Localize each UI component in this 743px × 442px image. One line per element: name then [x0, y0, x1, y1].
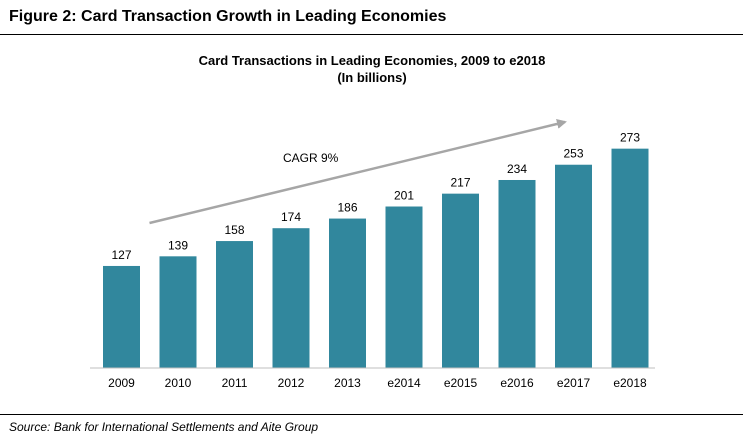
- x-tick-label-2010: 2010: [165, 376, 192, 390]
- x-tick-label-2013: 2013: [334, 376, 361, 390]
- data-label-e2016: 234: [507, 162, 527, 176]
- cagr-annotation: CAGR 9%: [283, 151, 339, 165]
- x-tick-label-e2015: e2015: [444, 376, 478, 390]
- chart-subtitle: (In billions): [337, 70, 406, 85]
- bar-2009: [103, 265, 140, 368]
- data-label-2010: 139: [168, 238, 188, 252]
- bar-2010: [159, 256, 197, 368]
- x-tick-label-e2014: e2014: [387, 376, 421, 390]
- x-tick-label-e2018: e2018: [613, 376, 647, 390]
- bar-2013: [329, 218, 366, 368]
- x-tick-label-2009: 2009: [108, 376, 135, 390]
- x-tick-label-e2016: e2016: [500, 376, 534, 390]
- data-label-e2015: 217: [450, 176, 470, 190]
- bar-e2018: [611, 148, 649, 368]
- x-tick-label-2012: 2012: [278, 376, 305, 390]
- title-divider: [0, 34, 743, 35]
- source-note: Source: Bank for International Settlemen…: [9, 420, 319, 434]
- data-label-2011: 158: [224, 223, 244, 237]
- source-divider: [0, 414, 743, 415]
- chart-title: Card Transactions in Leading Economies, …: [199, 53, 546, 68]
- figure-title: Figure 2: Card Transaction Growth in Lea…: [9, 8, 447, 25]
- bar-e2015: [442, 193, 479, 368]
- data-label-2009: 127: [111, 248, 131, 262]
- x-tick-label-2011: 2011: [222, 376, 248, 390]
- trend-annotation: CAGR 9%: [149, 119, 567, 225]
- bar-chart: Card Transactions in Leading Economies, …: [90, 53, 655, 390]
- bar-series: 127 139 158 174 186 201 217 234 253 273: [103, 131, 649, 368]
- x-tick-label-e2017: e2017: [557, 376, 591, 390]
- bar-e2016: [498, 179, 536, 368]
- data-label-e2018: 273: [620, 131, 640, 145]
- bar-e2014: [385, 206, 423, 368]
- bar-2011: [216, 241, 253, 368]
- x-tick-labels: 2009 2010 2011 2012 2013 e2014 e2015 e2016 e2017…: [108, 376, 647, 390]
- data-label-e2017: 253: [563, 147, 583, 161]
- bar-e2017: [555, 164, 592, 368]
- bar-2012: [272, 228, 310, 368]
- data-label-2012: 174: [281, 210, 301, 224]
- data-label-e2014: 201: [394, 189, 414, 203]
- cagr-trend-arrow: [149, 119, 567, 225]
- data-label-2013: 186: [337, 201, 357, 215]
